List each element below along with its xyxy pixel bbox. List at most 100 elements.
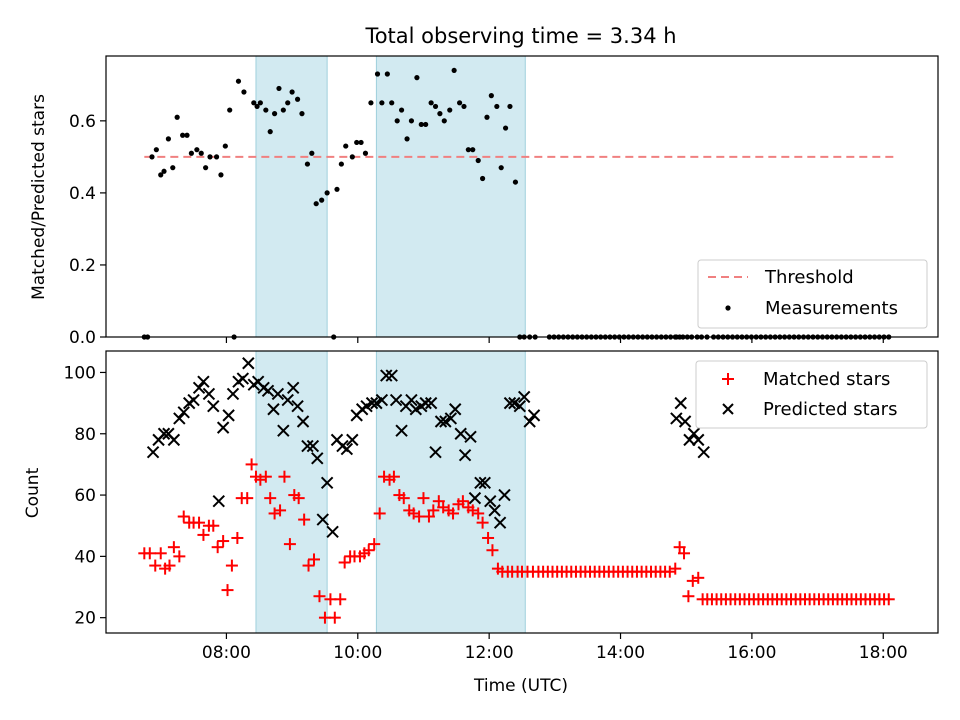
measurement-point (457, 100, 463, 106)
measurement-point (374, 71, 381, 77)
shade-top-0 (255, 55, 328, 338)
matched-point (177, 510, 190, 523)
matched-point (368, 538, 381, 551)
measurement-point (507, 103, 513, 110)
predicted-point (513, 399, 527, 413)
predicted-point (286, 381, 300, 394)
predicted-point (488, 504, 501, 517)
measurement-point (289, 89, 295, 95)
predicted-point (385, 369, 398, 382)
legend-measurements-swatch (725, 305, 731, 311)
matched-point (882, 593, 895, 606)
matched-points (138, 458, 895, 624)
matched-point (173, 550, 186, 563)
measurement-point (222, 143, 228, 149)
predicted-point (474, 476, 487, 490)
predicted-point (493, 516, 507, 529)
measurement-point (194, 147, 200, 153)
bottom-y-tick-label: 80 (74, 425, 96, 445)
measurement-point (441, 118, 447, 124)
measurement-point (362, 150, 369, 156)
measurement-point (153, 147, 159, 153)
matched-point (472, 507, 485, 520)
matched-point (338, 556, 351, 569)
bottom-x-axis: 08:00 10:00 12:00 14:00 16:00 18:00 (202, 633, 908, 663)
legend-measurements-label: Measurements (765, 298, 898, 319)
measurement-point (165, 136, 171, 142)
matched-point (476, 516, 489, 529)
predicted-point (697, 445, 710, 459)
matched-point (397, 492, 410, 505)
measurement-point (404, 136, 410, 142)
x-axis-label: Time (UTC) (473, 676, 568, 696)
measurement-point (213, 154, 220, 160)
measurement-point (271, 111, 278, 117)
predicted-point (271, 387, 285, 401)
predicted-point (692, 433, 705, 447)
measurement-point (198, 150, 204, 156)
predicted-point (340, 442, 354, 456)
predicted-point (177, 406, 190, 419)
measurement-point (379, 100, 385, 106)
predicted-point (306, 439, 320, 453)
measurement-point (170, 165, 176, 171)
predicted-point (212, 494, 225, 508)
predicted-point (242, 357, 255, 370)
predicted-point (202, 387, 216, 401)
predicted-point (277, 424, 290, 437)
bottom-y-tick-label: 20 (74, 609, 96, 629)
bottom-y-tick-label: 60 (74, 486, 96, 506)
predicted-point (173, 412, 186, 425)
measurement-point (349, 154, 355, 160)
legend-predicted-label: Predicted stars (763, 399, 897, 420)
predicted-point (187, 393, 200, 407)
predicted-point (375, 393, 389, 407)
predicted-point (687, 427, 701, 440)
measurement-point (484, 114, 490, 120)
matched-point (292, 492, 305, 505)
matched-point (678, 547, 691, 560)
predicted-point (454, 427, 467, 440)
measurement-point (313, 201, 319, 207)
measurement-point (309, 150, 315, 156)
shade-top-1 (375, 55, 526, 338)
legend-predicted-swatch (722, 403, 734, 415)
measurement-point (294, 96, 301, 102)
measurement-point (280, 107, 286, 113)
predicted-point (449, 403, 462, 416)
bottom-y-tick-label: 40 (74, 547, 96, 567)
measurement-point (368, 100, 374, 106)
measurement-point (343, 143, 349, 149)
matched-point (427, 504, 440, 517)
predicted-point (296, 415, 310, 428)
predicted-point (674, 396, 687, 410)
matched-point (432, 495, 445, 508)
measurement-point (285, 100, 291, 106)
top-x-ticks (225, 337, 884, 343)
predicted-point (424, 396, 438, 410)
matched-point (211, 541, 224, 554)
matched-point (486, 544, 499, 557)
matched-point (334, 593, 347, 606)
bottom-legend: Matched stars Predicted stars (695, 360, 928, 429)
predicted-point (419, 396, 432, 410)
matched-point (422, 510, 435, 523)
top-y-label: Matched/Predicted stars (29, 94, 49, 300)
predicted-point (316, 513, 329, 526)
matched-point (673, 541, 686, 554)
measurement-point (207, 154, 213, 160)
top-y-tick-label: 0.2 (69, 256, 96, 276)
measurement-point (498, 165, 504, 171)
predicted-point (389, 393, 403, 407)
predicted-point (365, 396, 379, 410)
legend-threshold-label: Threshold (764, 267, 854, 288)
measurement-point (384, 71, 390, 77)
measurement-point (324, 190, 330, 196)
measurement-point (488, 93, 494, 99)
matched-point (663, 565, 676, 578)
predicted-point (267, 403, 280, 416)
bottom-y-axis: 20 40 60 80 100 (64, 363, 106, 629)
matched-point (163, 559, 176, 572)
measurement-point (414, 75, 420, 81)
matched-point (225, 559, 238, 572)
